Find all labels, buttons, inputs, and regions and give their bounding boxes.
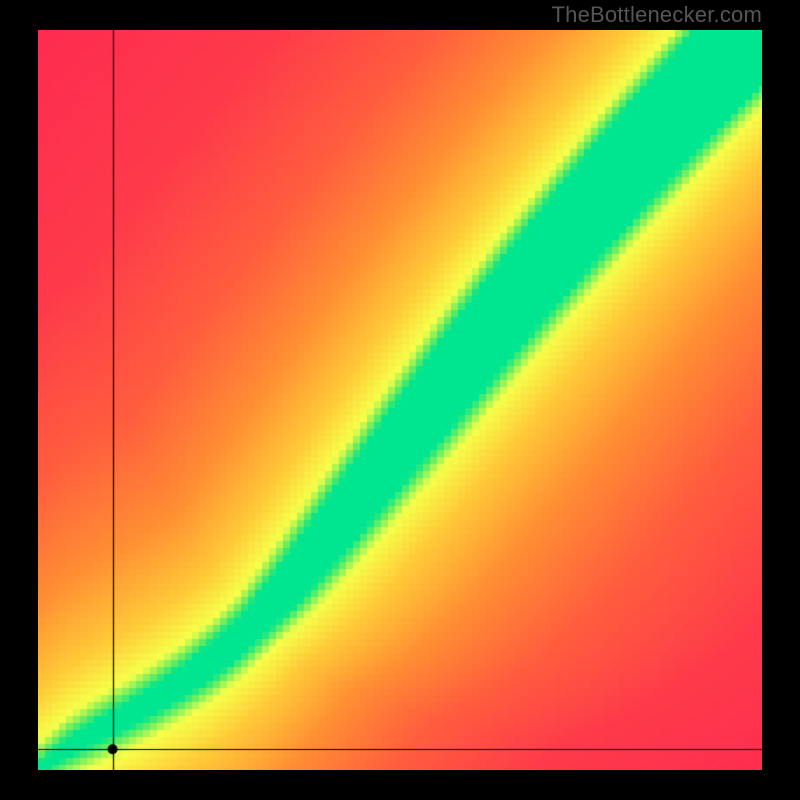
chart-container: TheBottlenecker.com — [0, 0, 800, 800]
watermark-text: TheBottlenecker.com — [552, 2, 762, 28]
heatmap-canvas — [38, 30, 762, 770]
